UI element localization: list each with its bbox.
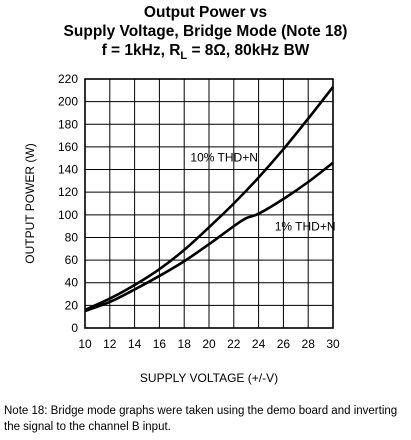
y-tick-label: 180 xyxy=(58,117,78,131)
series-label-1pct: 1% THD+N xyxy=(275,220,336,234)
chart-title-line-2: Supply Voltage, Bridge Mode (Note 18) xyxy=(63,23,348,40)
y-tick-label: 220 xyxy=(58,72,78,86)
y-tick-label: 160 xyxy=(58,140,78,154)
footnote: Note 18: Bridge mode graphs were taken u… xyxy=(4,405,398,433)
x-tick-label: 12 xyxy=(103,337,117,351)
x-tick-label: 22 xyxy=(227,337,241,351)
y-axis-label: OUTPUT POWER (W) xyxy=(23,143,37,263)
x-tick-label: 26 xyxy=(277,337,291,351)
x-tick-label: 20 xyxy=(202,337,216,351)
series-line-1pct-thd xyxy=(84,161,334,313)
y-tick-label: 0 xyxy=(71,321,78,335)
y-tick-labels: 0 20 40 60 80 100 120 140 160 180 200 220 xyxy=(58,72,78,335)
y-tick-label: 200 xyxy=(58,95,78,109)
x-tick-label: 14 xyxy=(128,337,142,351)
x-axis-label: SUPPLY VOLTAGE (+/-V) xyxy=(140,371,278,385)
chart-subtitle: f = 1kHz, RL = 8Ω, 80kHz BW xyxy=(0,41,411,66)
y-tick-label: 60 xyxy=(65,253,79,267)
subtitle-subscript: L xyxy=(180,50,188,63)
chart-series-layer xyxy=(84,86,335,313)
y-tick-label: 100 xyxy=(58,208,78,222)
x-tick-label: 16 xyxy=(153,337,167,351)
subtitle-prefix: f = 1kHz, R xyxy=(101,42,181,59)
x-tick-labels: 10 12 14 16 18 20 22 24 26 28 30 xyxy=(78,337,340,351)
series-line-10pct-thd xyxy=(84,86,335,312)
x-tick-label: 18 xyxy=(178,337,192,351)
plot-frame xyxy=(84,78,334,329)
x-tick-label: 10 xyxy=(78,337,92,351)
x-tick-label: 30 xyxy=(326,337,340,351)
x-tick-label: 28 xyxy=(302,337,316,351)
y-tick-label: 40 xyxy=(65,276,79,290)
series-label-10pct: 10% THD+N xyxy=(190,151,257,165)
subtitle-suffix: = 8Ω, 80kHz BW xyxy=(187,42,310,59)
chart-title-line-1: Output Power vs xyxy=(143,4,268,21)
x-tick-label: 24 xyxy=(252,337,266,351)
y-tick-label: 80 xyxy=(65,230,79,244)
y-tick-label: 20 xyxy=(65,298,79,312)
y-tick-label: 120 xyxy=(58,185,78,199)
y-tick-label: 140 xyxy=(58,163,78,177)
